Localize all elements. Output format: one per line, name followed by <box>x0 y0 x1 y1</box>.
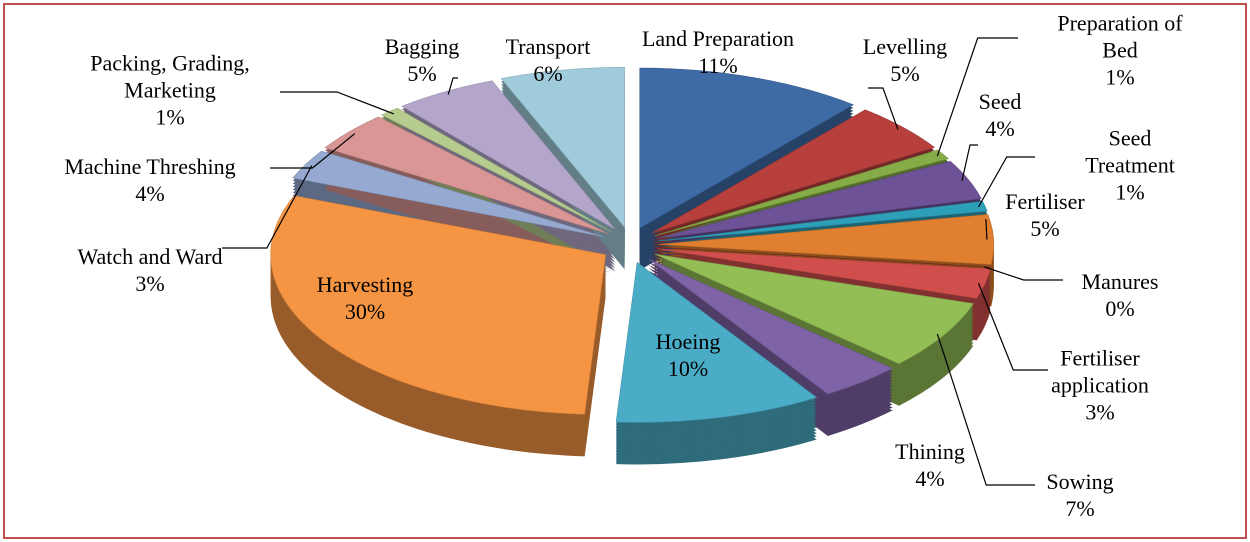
leader-line <box>936 37 1018 157</box>
slice-label: Fertiliser application 3% <box>1030 345 1170 426</box>
category-name: Packing, Grading, Marketing <box>90 50 250 103</box>
leader-line <box>270 133 356 169</box>
category-name: Manures <box>1081 269 1159 294</box>
value-label: 0% <box>1105 296 1135 321</box>
category-name: Hoeing <box>655 329 721 354</box>
slice <box>658 200 988 242</box>
leader-line <box>984 266 1063 281</box>
value-label: 4% <box>985 116 1015 141</box>
value-label: 3% <box>1085 399 1115 425</box>
value-label: 4% <box>135 181 165 206</box>
category-name: Seed Treatment <box>1085 125 1175 178</box>
leader-line <box>936 333 1035 486</box>
value-label: 1% <box>1115 179 1145 205</box>
value-label: 10% <box>667 356 709 381</box>
slice <box>654 253 974 365</box>
leader-line <box>961 144 978 181</box>
value-label: 4% <box>915 466 945 491</box>
value-label: 5% <box>1030 216 1060 241</box>
slice <box>648 258 894 395</box>
slice <box>656 160 982 239</box>
leader-lines <box>222 37 1063 486</box>
slice <box>500 67 625 229</box>
slice-label: Machine Threshing 4% <box>64 153 235 207</box>
slice <box>639 67 854 229</box>
slice-label: Watch and Ward 3% <box>77 243 222 297</box>
category-name: Fertiliser <box>1005 189 1085 214</box>
slice-label: Sowing 7% <box>1046 468 1113 522</box>
category-name: Seed <box>978 89 1022 114</box>
value-label: 1% <box>155 104 185 130</box>
leader-line <box>977 156 1035 208</box>
leader-line <box>222 165 313 249</box>
slice-label: Packing, Grading, Marketing 1% <box>55 50 285 131</box>
category-name: Watch and Ward <box>77 244 223 269</box>
slice <box>292 150 605 238</box>
slice <box>615 261 818 423</box>
value-label: 11% <box>698 53 738 78</box>
slice <box>658 246 991 268</box>
category-name: Levelling <box>862 34 948 59</box>
slice <box>654 149 949 237</box>
slice-tops <box>270 67 995 423</box>
slice <box>380 107 612 232</box>
slice <box>324 116 608 234</box>
slice-label: Transport 6% <box>506 33 591 87</box>
slice-label: Levelling 5% <box>863 33 947 87</box>
slice <box>651 109 936 234</box>
slice-label: Seed 4% <box>979 88 1022 142</box>
category-name: Land Preparation <box>641 26 795 51</box>
slice-label: Fertiliser 5% <box>1005 188 1084 242</box>
category-name: Fertiliser application <box>1051 345 1149 398</box>
value-label: 6% <box>533 61 563 86</box>
category-name: Transport <box>505 34 591 59</box>
slice <box>658 214 995 265</box>
value-label: 5% <box>890 61 920 86</box>
category-name: Machine Threshing <box>64 154 236 179</box>
slice-side <box>658 251 991 302</box>
slice <box>270 195 607 415</box>
leader-line <box>985 219 988 240</box>
category-name: Sowing <box>1046 469 1114 494</box>
slice-label: Preparation of Bed 1% <box>1055 10 1185 91</box>
leader-line <box>977 282 1048 371</box>
value-label: 5% <box>407 61 437 86</box>
value-label: 3% <box>135 271 165 296</box>
value-label: 1% <box>1105 64 1135 90</box>
leader-line <box>447 77 458 95</box>
slice-label: Bagging 5% <box>385 33 460 87</box>
slice-label: Seed Treatment 1% <box>1070 125 1190 206</box>
category-name: Preparation of Bed <box>1057 10 1183 63</box>
value-label: 7% <box>1065 496 1095 521</box>
slice-label: Manures 0% <box>1082 268 1159 322</box>
category-name: Bagging <box>384 34 460 59</box>
slice-label: Hoeing 10% <box>656 328 721 382</box>
chart-frame <box>3 3 1247 539</box>
slice <box>401 80 616 230</box>
value-label: 30% <box>344 299 386 324</box>
category-name: Harvesting <box>316 272 414 297</box>
slice-label: Land Preparation 11% <box>642 25 794 79</box>
slice-label: Thining 4% <box>895 438 965 492</box>
category-name: Thining <box>895 439 965 464</box>
slice-label: Harvesting 30% <box>317 271 414 325</box>
leader-line <box>280 91 395 115</box>
leader-line <box>868 87 899 130</box>
